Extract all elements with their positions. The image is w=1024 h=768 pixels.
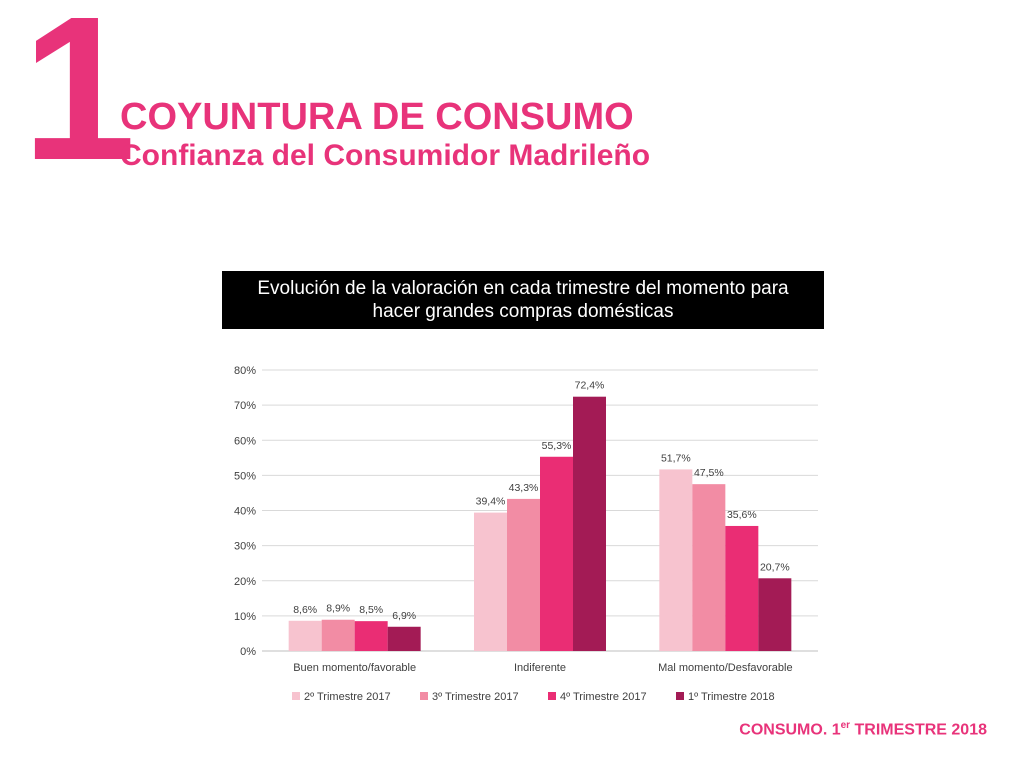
- x-tick-label: Buen momento/favorable: [293, 662, 416, 674]
- data-label: 51,7%: [661, 452, 691, 464]
- data-label: 35,6%: [727, 509, 757, 521]
- bar: [474, 512, 507, 651]
- bar: [540, 456, 573, 651]
- chart-title-banner: Evolución de la valoración en cada trime…: [222, 271, 824, 329]
- data-label: 43,3%: [509, 482, 539, 494]
- y-tick-label: 0%: [240, 646, 256, 658]
- footer-superscript: er: [840, 720, 851, 731]
- data-label: 8,5%: [359, 604, 383, 616]
- data-label: 8,6%: [293, 604, 317, 616]
- page-title: COYUNTURA DE CONSUMO: [120, 96, 634, 138]
- y-tick-label: 20%: [234, 576, 256, 588]
- bar: [321, 619, 355, 651]
- footer-prefix: CONSUMO. 1: [739, 721, 841, 739]
- section-number: 1: [22, 0, 136, 203]
- bar: [725, 525, 759, 651]
- bar: [354, 621, 388, 651]
- y-tick-label: 50%: [234, 470, 256, 482]
- legend-entry: 2º Trimestre 2017: [304, 691, 391, 703]
- y-tick-label: 60%: [234, 435, 256, 447]
- data-label: 47,5%: [694, 467, 724, 479]
- chart-title-text: Evolución de la valoración en cada trime…: [257, 278, 789, 322]
- bar: [659, 469, 693, 651]
- data-label: 39,4%: [476, 496, 506, 508]
- bar: [573, 396, 606, 651]
- bar: [758, 578, 792, 651]
- y-tick-label: 10%: [234, 611, 256, 623]
- data-label: 8,9%: [326, 603, 350, 615]
- bar: [507, 498, 540, 651]
- legend-entry: 1º Trimestre 2018: [688, 691, 775, 703]
- data-label: 55,3%: [542, 440, 572, 452]
- footer-suffix: TRIMESTRE 2018: [850, 721, 988, 739]
- y-tick-label: 70%: [234, 400, 256, 412]
- legend-swatch: [548, 692, 556, 700]
- x-tick-label: Indiferente: [514, 662, 566, 674]
- legend-entry: 4º Trimestre 2017: [560, 691, 647, 703]
- bar: [288, 620, 322, 651]
- data-label: 72,4%: [575, 380, 605, 392]
- legend-swatch: [420, 692, 428, 700]
- page-subtitle: Confianza del Consumidor Madrileño: [120, 139, 651, 172]
- legend-swatch: [292, 692, 300, 700]
- bar: [692, 484, 726, 651]
- y-tick-label: 40%: [234, 506, 256, 518]
- x-tick-label: Mal momento/Desfavorable: [658, 662, 793, 674]
- data-label: 20,7%: [760, 561, 790, 573]
- data-label: 6,9%: [392, 610, 416, 622]
- bar: [387, 626, 421, 651]
- y-tick-label: 30%: [234, 541, 256, 553]
- footer-label: CONSUMO. 1er TRIMESTRE 2018: [739, 720, 987, 739]
- legend-swatch: [676, 692, 684, 700]
- y-tick-label: 80%: [234, 365, 256, 377]
- legend-entry: 3º Trimestre 2017: [432, 691, 519, 703]
